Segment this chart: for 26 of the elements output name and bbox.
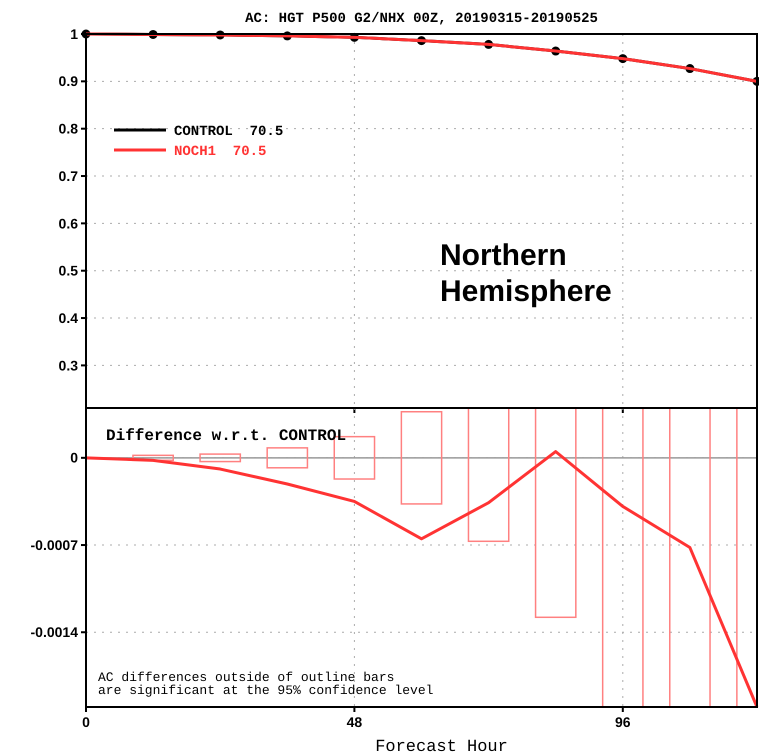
x-tick-label: 0 — [82, 714, 90, 730]
x-tick-label: 96 — [615, 714, 631, 730]
y-tick-label: -0.0007 — [30, 536, 78, 553]
text: Difference w.r.t. CONTROL — [106, 427, 346, 445]
bar — [468, 408, 510, 542]
y-tick-label: 0.4 — [58, 310, 78, 326]
y-tick-label: -0.0014 — [30, 624, 78, 640]
bar — [266, 447, 308, 469]
annotation: AC differences outside of outline bars are significant at the 95% confidence level — [98, 670, 434, 698]
bar — [199, 453, 242, 462]
y-tick-label: 0.5 — [58, 262, 78, 279]
line-series — [84, 450, 758, 708]
y-tick-label: 0.7 — [58, 168, 78, 184]
y-tick-label: 1 — [70, 26, 78, 42]
x-axis-title: Forecast Hour — [375, 738, 508, 756]
y-tick-label: 0 — [70, 450, 78, 466]
annotation: Northern Hemisphere — [440, 239, 612, 308]
legend-label: CONTROL 70.5 — [174, 124, 284, 140]
y-tick-label: 0.6 — [58, 215, 78, 232]
chart-title: AC: HGT P500 G2/NHX 00Z, 20190315-20190525 — [245, 11, 598, 27]
legend-label: NOCH1 70.5 — [174, 144, 266, 160]
y-tick-label: 0.3 — [58, 357, 78, 374]
y-tick-label: 0.9 — [58, 73, 78, 90]
x-tick-label: 48 — [346, 714, 362, 730]
bar — [400, 410, 442, 505]
y-tick-label: 0.8 — [58, 120, 78, 137]
